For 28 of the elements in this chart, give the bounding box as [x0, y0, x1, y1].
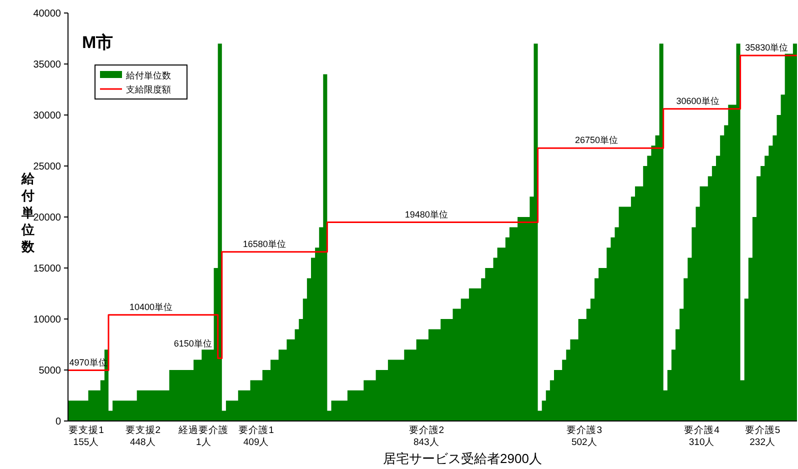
- x-axis-title: 居宅サービス受給者2900人: [383, 451, 542, 466]
- y-tick-label: 35000: [33, 60, 62, 70]
- data-label: 19480単位: [404, 209, 448, 220]
- data-label: 10400単位: [130, 302, 173, 312]
- y-tick-label: 15000: [33, 264, 62, 274]
- data-label: 16580単位: [242, 238, 286, 249]
- x-tick-label: 要介護1 409人: [238, 424, 274, 448]
- x-tick-label: 要支援2 448人: [125, 424, 161, 448]
- x-tick-label: 要支援1 155人: [68, 424, 104, 448]
- data-label: 6150単位: [174, 338, 212, 348]
- y-tick-label: 10000: [33, 314, 62, 326]
- x-tick-label: 要介護5 232人: [744, 424, 780, 448]
- legend-label: 給付単位数: [125, 70, 171, 80]
- y-tick-label: 40000: [33, 8, 62, 20]
- legend-label: 支給限度額: [126, 84, 171, 94]
- text: M市: [82, 33, 114, 52]
- data-label: 30600単位: [676, 96, 720, 106]
- y-tick-label: 25000: [33, 162, 62, 172]
- y-tick-label: 30000: [33, 110, 62, 122]
- y-tick-label: 20000: [33, 212, 62, 224]
- data-label: 35830単位: [745, 42, 788, 53]
- x-tick-label: 要介護4 310人: [684, 424, 720, 448]
- data-label: 26750単位: [575, 135, 618, 146]
- x-tick-label: 要介護2 843人: [408, 424, 444, 448]
- x-tick-label: 経過要介護 1人: [178, 424, 229, 448]
- x-tick-label: 要介護3 502人: [566, 424, 602, 448]
- y-tick-label: 5000: [38, 366, 62, 376]
- y-tick-label: 0: [55, 416, 62, 428]
